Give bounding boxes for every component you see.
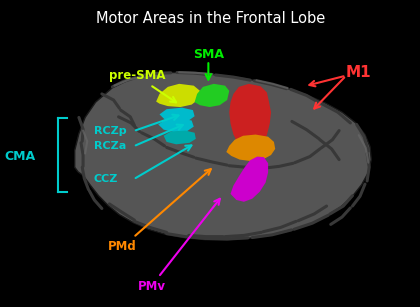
Polygon shape [231, 157, 268, 202]
Text: RCZa: RCZa [94, 141, 126, 151]
Text: PMv: PMv [138, 280, 166, 293]
Polygon shape [160, 108, 194, 121]
Polygon shape [229, 84, 271, 151]
Text: CCZ: CCZ [94, 174, 118, 185]
Polygon shape [164, 130, 196, 144]
Text: CMA: CMA [5, 150, 36, 163]
Polygon shape [226, 134, 275, 161]
Polygon shape [194, 84, 229, 107]
Text: PMd: PMd [108, 240, 137, 253]
Polygon shape [75, 72, 371, 240]
Text: M1: M1 [346, 65, 372, 80]
Text: Motor Areas in the Frontal Lobe: Motor Areas in the Frontal Lobe [96, 11, 325, 26]
Text: SMA: SMA [193, 48, 224, 61]
Text: RCZp: RCZp [94, 126, 126, 136]
Text: pre-SMA: pre-SMA [109, 69, 165, 82]
Polygon shape [158, 119, 194, 132]
Polygon shape [156, 84, 200, 107]
